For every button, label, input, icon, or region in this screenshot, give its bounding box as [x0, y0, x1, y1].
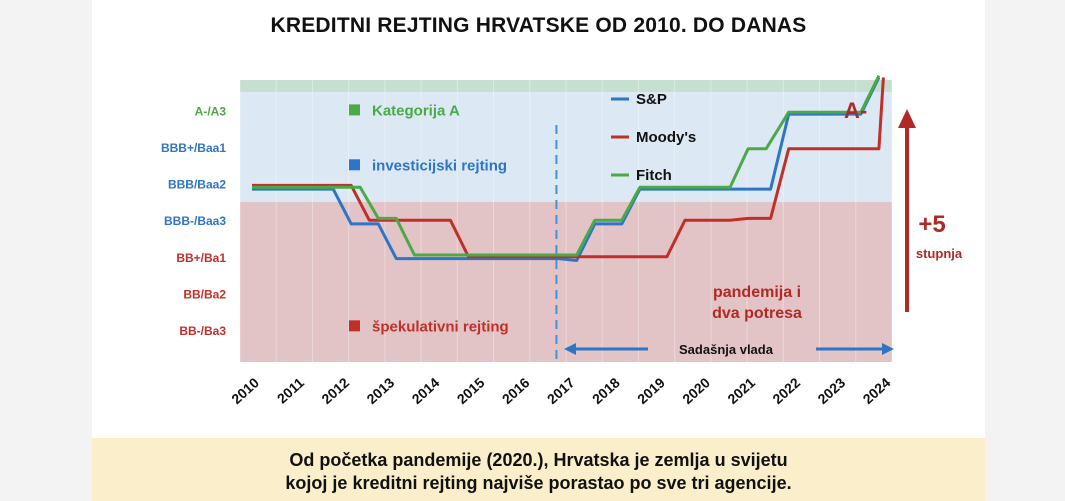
pandemic-label-line1: pandemija i [713, 284, 801, 301]
footer-line-2: kojoj je kreditni rejting najviše porast… [285, 473, 792, 493]
x-tick-label: 2020 [679, 374, 713, 407]
footer-line-1: Od početka pandemije (2020.), Hrvatska j… [289, 450, 788, 470]
y-tick-label: BBB+/Baa1 [161, 141, 226, 155]
x-tick-label: 2016 [499, 374, 533, 407]
y-tick-label: BB-/Ba3 [179, 324, 226, 338]
footer-note: Od početka pandemije (2020.), Hrvatska j… [92, 438, 985, 501]
y-tick-label: BB+/Ba1 [176, 251, 226, 265]
band-investment [240, 92, 892, 202]
y-tick-label: BBB/Baa2 [168, 178, 226, 192]
pandemic-label-line2: dva potresa [712, 305, 802, 322]
x-tick-label: 2018 [589, 374, 623, 407]
band-speculative [240, 201, 892, 362]
y-tick-label: A-/A3 [195, 104, 227, 118]
y-tick-label: BB/Ba2 [183, 287, 226, 301]
x-tick-label: 2014 [409, 374, 443, 407]
category-marker [349, 104, 360, 116]
increase-value: +5 [918, 211, 945, 238]
x-tick-label: 2015 [454, 374, 488, 407]
x-tick-label: 2023 [814, 374, 848, 407]
government-label: Sadašnja vlada [679, 342, 774, 357]
legend-label: S&P [636, 91, 667, 108]
government-arrowhead-left [564, 343, 576, 355]
category-marker [349, 320, 360, 332]
y-tick-label: BBB-/Baa3 [164, 214, 226, 228]
series-line [252, 77, 885, 259]
increase-unit: stupnja [916, 246, 963, 261]
category-marker [349, 159, 360, 171]
government-arrowhead-right [882, 343, 894, 355]
x-tick-label: 2022 [769, 374, 803, 407]
slide-card: KREDITNI REJTING HRVATSKE OD 2010. DO DA… [92, 0, 985, 501]
series-line [252, 74, 881, 257]
legend-label: Moody's [636, 129, 696, 146]
category-label: špekulativni rejting [372, 318, 509, 335]
chart-title: KREDITNI REJTING HRVATSKE OD 2010. DO DA… [270, 14, 807, 37]
x-tick-label: 2021 [724, 374, 758, 407]
legend-label: Fitch [636, 167, 672, 184]
x-tick-label: 2024 [860, 374, 894, 407]
x-tick-label: 2010 [228, 374, 262, 407]
right-margin [985, 0, 1065, 501]
series-line [252, 76, 881, 262]
category-label: investicijski rejting [372, 157, 507, 174]
rating-chart: BB-/Ba3 BB/Ba2 BB+/Ba1 BBB-/Baa3 BBB/Baa2 BBB… [161, 74, 963, 407]
x-tick-label: 2017 [544, 374, 578, 407]
left-margin [0, 0, 92, 501]
band-category-a [240, 80, 892, 93]
x-tick-label: 2013 [363, 374, 397, 407]
x-tick-label: 2011 [274, 374, 307, 406]
category-label: Kategorija A [372, 102, 460, 119]
x-tick-label: 2012 [318, 374, 352, 407]
final-rating-label: A- [844, 98, 867, 123]
increase-arrowhead [898, 109, 916, 128]
x-tick-label: 2019 [634, 374, 668, 407]
